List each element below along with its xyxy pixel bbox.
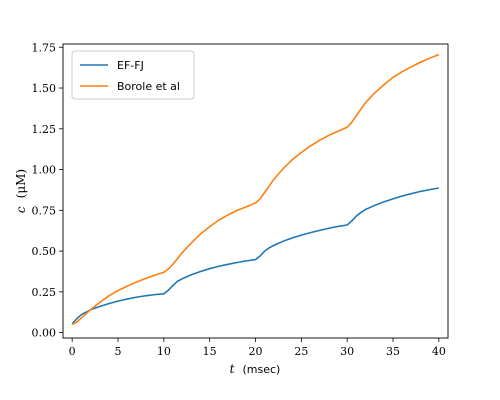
legend-label-ef-fj: EF-FJ bbox=[117, 59, 144, 72]
x-tick-label: 0 bbox=[69, 345, 76, 358]
x-tick-label: 35 bbox=[386, 345, 400, 358]
y-tick-label: 0.25 bbox=[32, 286, 57, 299]
legend: EF-FJ Borole et al bbox=[71, 50, 195, 100]
y-tick-label: 1.25 bbox=[32, 123, 57, 136]
y-tick-label: 0.50 bbox=[32, 245, 57, 258]
series-lines bbox=[71, 53, 440, 326]
x-tick-label: 5 bbox=[115, 345, 122, 358]
y-tick-label: 1.50 bbox=[32, 82, 57, 95]
x-tick-label: 10 bbox=[157, 345, 171, 358]
y-tick-label: 1.75 bbox=[32, 41, 57, 54]
y-tick-label: 0.75 bbox=[32, 204, 57, 217]
y-axis-label-var: c bbox=[14, 206, 28, 213]
y-axis-label-unit: (μM) bbox=[14, 169, 28, 198]
y-axis-label: c (μM) bbox=[12, 169, 29, 213]
x-axis-label-var: t bbox=[230, 362, 235, 376]
legend-label-borole: Borole et al bbox=[117, 80, 180, 93]
series-line-1 bbox=[71, 53, 440, 326]
x-tick-label: 20 bbox=[249, 345, 263, 358]
x-tick-label: 30 bbox=[340, 345, 354, 358]
x-axis-label: t (msec) bbox=[230, 360, 281, 377]
x-axis-ticks: 0 5 10 15 20 25 30 35 40 bbox=[69, 338, 446, 358]
y-tick-label: 0.00 bbox=[32, 327, 57, 340]
y-axis-ticks: 0.00 0.25 0.50 0.75 1.00 1.25 1.50 1.75 bbox=[32, 41, 63, 340]
x-axis-label-unit: (msec) bbox=[242, 363, 280, 376]
y-tick-label: 1.00 bbox=[32, 164, 57, 177]
legend-box bbox=[71, 50, 195, 100]
x-tick-label: 25 bbox=[294, 345, 308, 358]
series-line-0 bbox=[71, 187, 439, 325]
x-tick-label: 40 bbox=[432, 345, 446, 358]
x-tick-label: 15 bbox=[203, 345, 217, 358]
